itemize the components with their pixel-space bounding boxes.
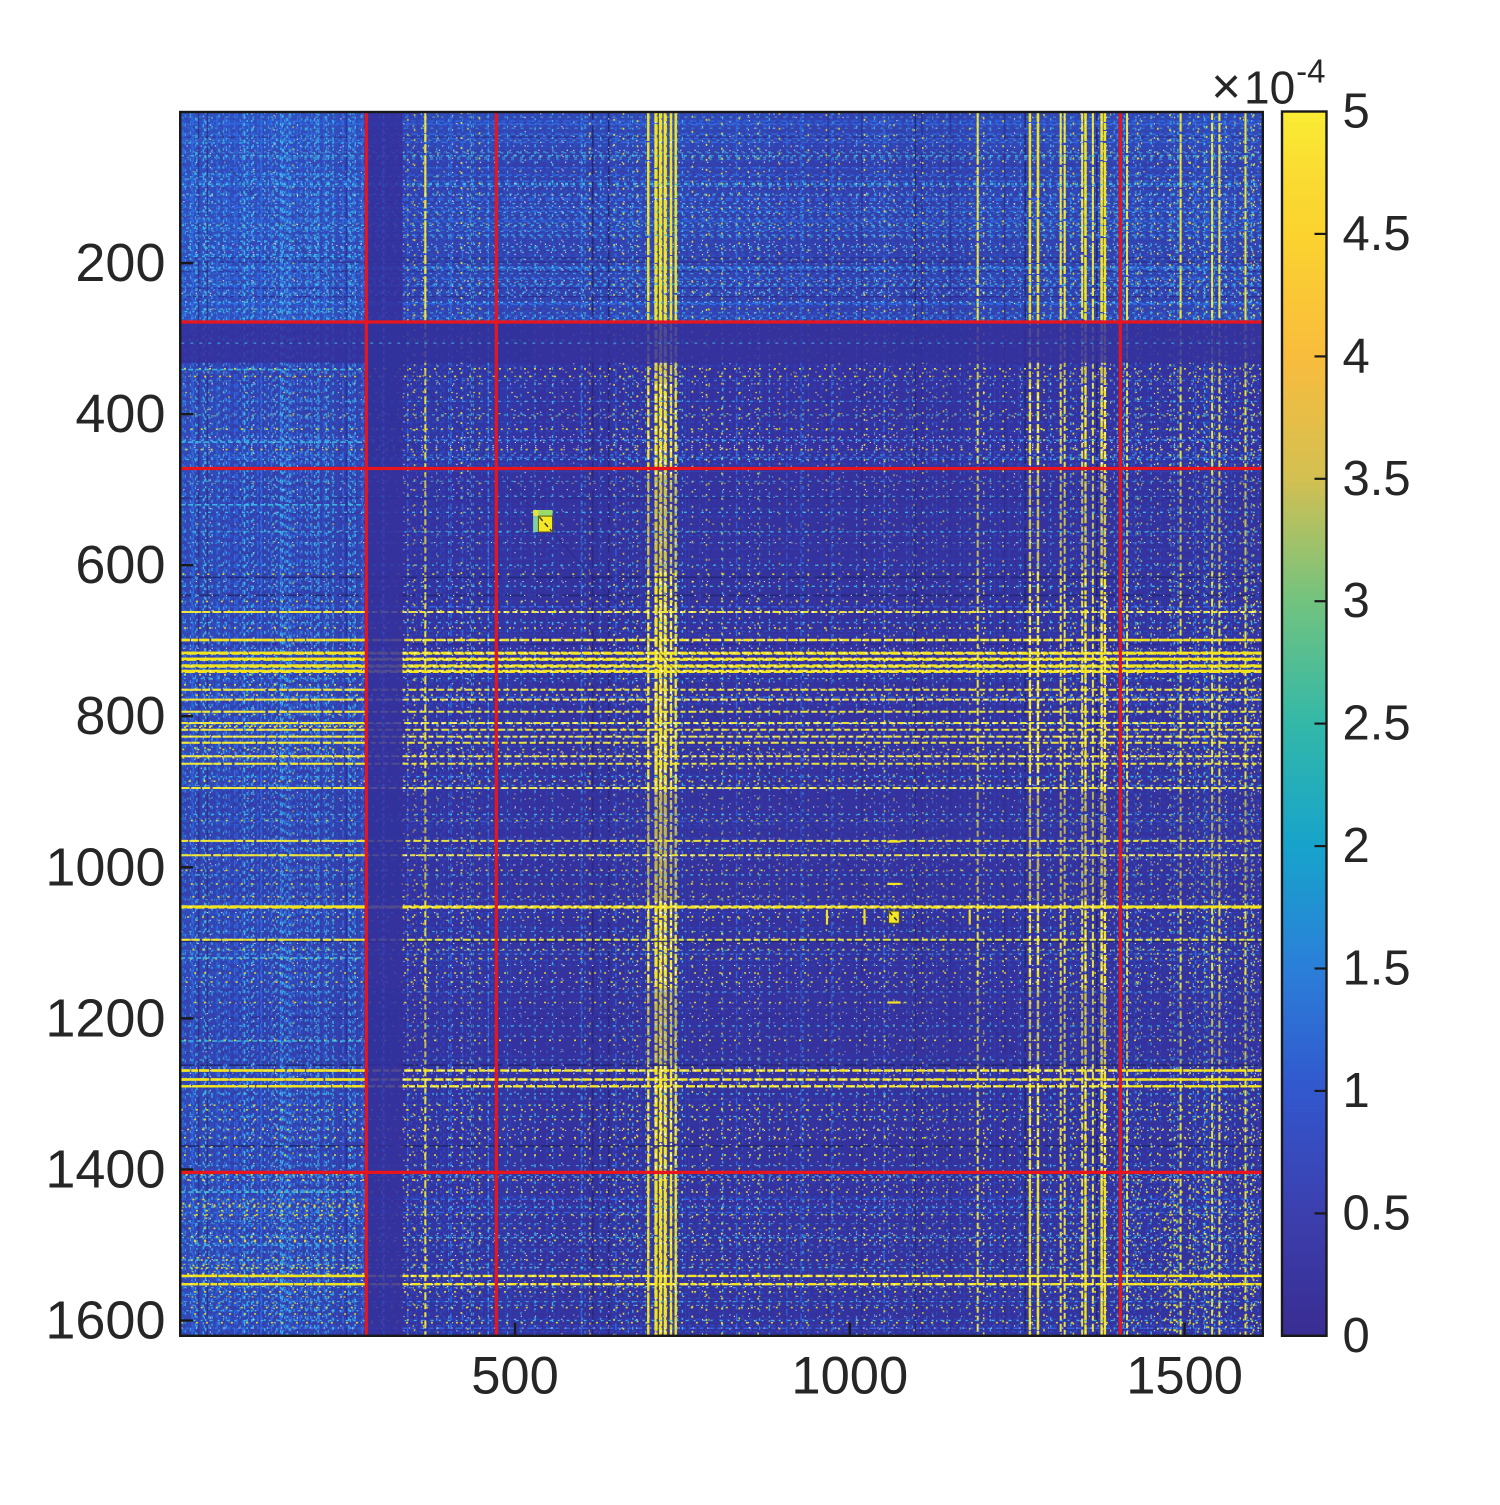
- svg-text:500: 500: [471, 1347, 559, 1406]
- svg-text:1400: 1400: [45, 1139, 165, 1199]
- svg-text:600: 600: [75, 535, 165, 595]
- svg-text:1000: 1000: [45, 837, 165, 897]
- svg-text:0: 0: [1343, 1309, 1370, 1363]
- svg-text:1000: 1000: [791, 1347, 908, 1406]
- svg-text:1600: 1600: [45, 1291, 165, 1351]
- svg-text:4.5: 4.5: [1343, 207, 1411, 261]
- svg-text:1.5: 1.5: [1343, 942, 1411, 996]
- svg-text:1200: 1200: [45, 988, 165, 1048]
- svg-text:2.5: 2.5: [1343, 697, 1411, 751]
- svg-text:1: 1: [1343, 1064, 1370, 1118]
- svg-text:3: 3: [1343, 574, 1370, 628]
- svg-text:2: 2: [1343, 819, 1370, 873]
- svg-text:1500: 1500: [1126, 1347, 1243, 1406]
- svg-text:5: 5: [1343, 85, 1370, 139]
- svg-text:4: 4: [1343, 329, 1370, 383]
- svg-text:3.5: 3.5: [1343, 452, 1411, 506]
- svg-text:800: 800: [75, 686, 165, 746]
- svg-text:0.5: 0.5: [1343, 1186, 1411, 1240]
- svg-text:×10-4: ×10-4: [1211, 53, 1325, 115]
- svg-text:400: 400: [75, 384, 165, 444]
- svg-text:200: 200: [75, 233, 165, 293]
